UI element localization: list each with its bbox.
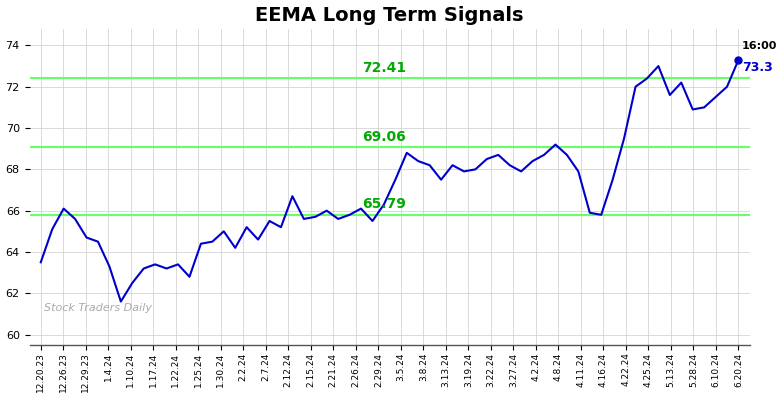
Text: 16:00: 16:00 (742, 41, 777, 51)
Text: 65.79: 65.79 (361, 197, 405, 211)
Text: Stock Traders Daily: Stock Traders Daily (44, 303, 152, 313)
Text: 69.06: 69.06 (361, 130, 405, 144)
Text: 72.41: 72.41 (361, 60, 406, 74)
Title: EEMA Long Term Signals: EEMA Long Term Signals (256, 6, 524, 25)
Text: 73.3: 73.3 (742, 61, 772, 74)
